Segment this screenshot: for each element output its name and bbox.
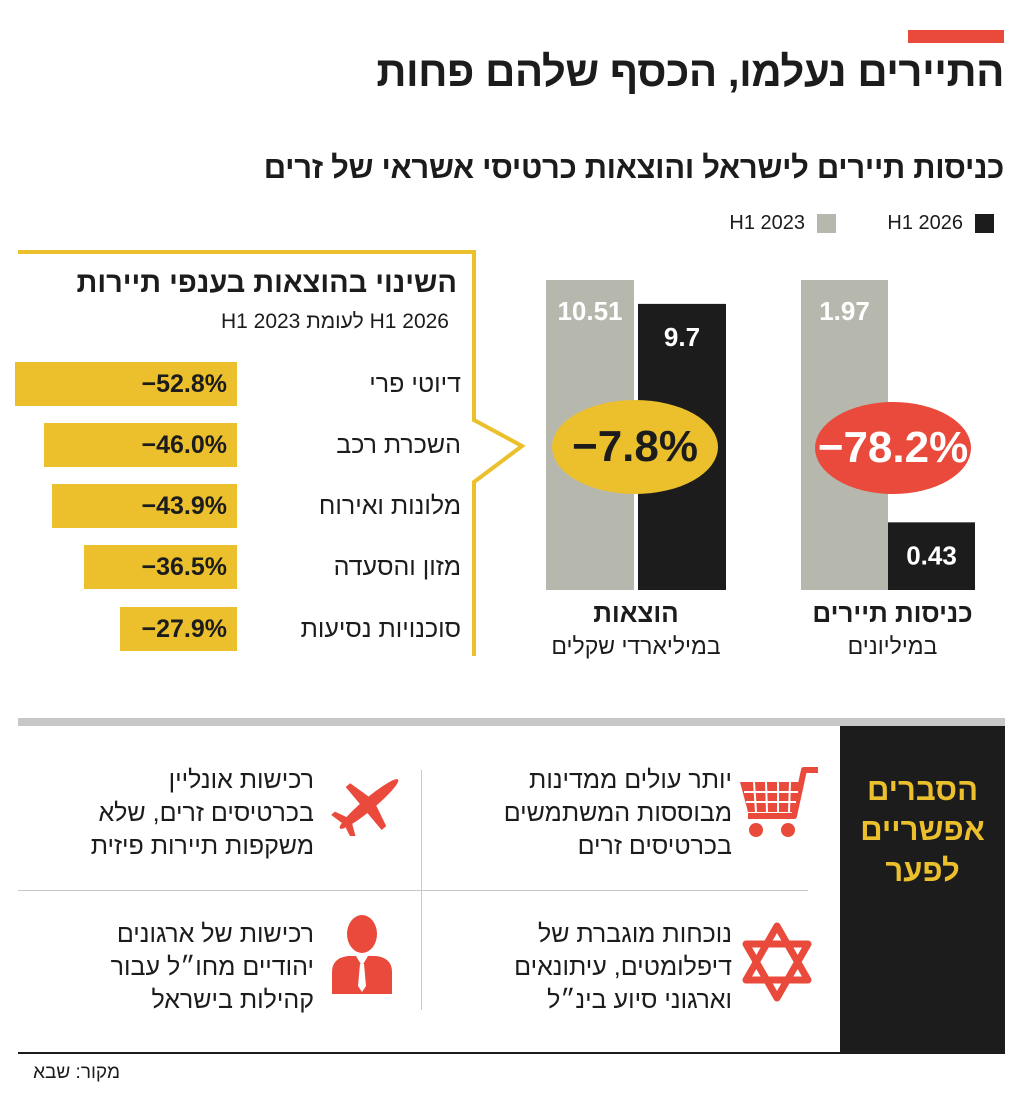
airplane-icon — [331, 779, 399, 836]
spending-change-ellipse: −7.8% — [552, 400, 718, 494]
sector-row: מזון והסעדה −36.5% — [83, 545, 461, 589]
reason-diplomats: נוכחות מוגברת של דיפלומטים, עיתונאים ואר… — [514, 920, 732, 1014]
bottom-rule — [18, 1052, 1005, 1054]
sector-row: דיוטי פרי −52.8% — [15, 362, 461, 406]
spending-value-2026: 9.7 — [664, 322, 700, 352]
page-title: התיירים נעלמו, הכסף שלהם פחות — [376, 48, 1004, 95]
entries-group-label: כניסות תיירים במיליונים — [785, 598, 1000, 660]
legend-label-2023: H1 2023 — [729, 212, 805, 234]
entries-unit: במיליונים — [847, 633, 938, 659]
chart-subtitle: כניסות תיירים לישראל והוצאות כרטיסי אשרא… — [263, 150, 1005, 185]
reasons-title-box — [840, 726, 1005, 1052]
spending-group-label: הוצאות במיליארדי שקלים — [520, 598, 752, 660]
entries-change-ellipse: −78.2% — [815, 402, 971, 494]
reason-online-purchases: רכישות אונליין בכרטיסים זרים, שלא משקפות… — [90, 766, 314, 860]
sector-panel-subtitle: H1 2026 לעומת H1 2023 — [220, 310, 449, 333]
entries-value-2023: 1.97 — [819, 296, 870, 326]
legend-label-2026: H1 2026 — [887, 212, 963, 234]
sector-bar: −52.8% — [15, 362, 237, 406]
entries-label: כניסות תיירים — [812, 598, 973, 628]
sector-panel-title: השינוי בהוצאות בענפי תיירות — [76, 267, 457, 299]
shopping-cart-icon — [740, 767, 818, 837]
reason-immigrants: יותר עולים ממדינות מבוססות המשתמשים בכרט… — [503, 766, 732, 860]
star-of-david-icon — [742, 922, 812, 1002]
businessman-icon — [332, 915, 392, 994]
sector-row: סוכנויות נסיעות −27.9% — [119, 607, 461, 651]
legend-item-2026: H1 2026 — [887, 212, 994, 235]
entries-bar-2026 — [888, 522, 975, 590]
sector-label: סוכנויות נסיעות — [300, 614, 461, 643]
section-divider — [18, 718, 1005, 726]
spending-label: הוצאות — [593, 598, 679, 628]
sector-label: דיוטי פרי — [369, 369, 461, 398]
legend-swatch-2023 — [817, 214, 836, 233]
legend-swatch-2026 — [975, 214, 994, 233]
entries-value-2026: 0.43 — [906, 540, 957, 570]
sector-row: השכרת רכב −46.0% — [43, 423, 461, 467]
sector-bar: −36.5% — [83, 545, 237, 589]
source-note: מקור: שבא — [33, 1062, 120, 1083]
sector-bar: −27.9% — [119, 607, 237, 651]
legend-item-2023: H1 2023 — [729, 212, 836, 235]
sector-label: השכרת רכב — [336, 430, 461, 459]
sector-label: מלונות ואירוח — [318, 491, 461, 520]
accent-bar — [908, 30, 1004, 43]
sector-label: מזון והסעדה — [333, 552, 461, 581]
spending-value-2023: 10.51 — [557, 296, 622, 326]
reasons-title: הסברים אפשריים לפער — [860, 772, 985, 888]
sector-bar: −43.9% — [52, 484, 237, 528]
sector-row: מלונות ואירוח −43.9% — [52, 484, 461, 528]
spending-unit: במיליארדי שקלים — [551, 633, 721, 659]
sector-bar: −46.0% — [43, 423, 237, 467]
reasons-divider-horizontal — [18, 890, 808, 891]
reason-jewish-organizations: רכישות של ארגונים יהודיים מחו״ל עבור קהי… — [110, 920, 314, 1014]
